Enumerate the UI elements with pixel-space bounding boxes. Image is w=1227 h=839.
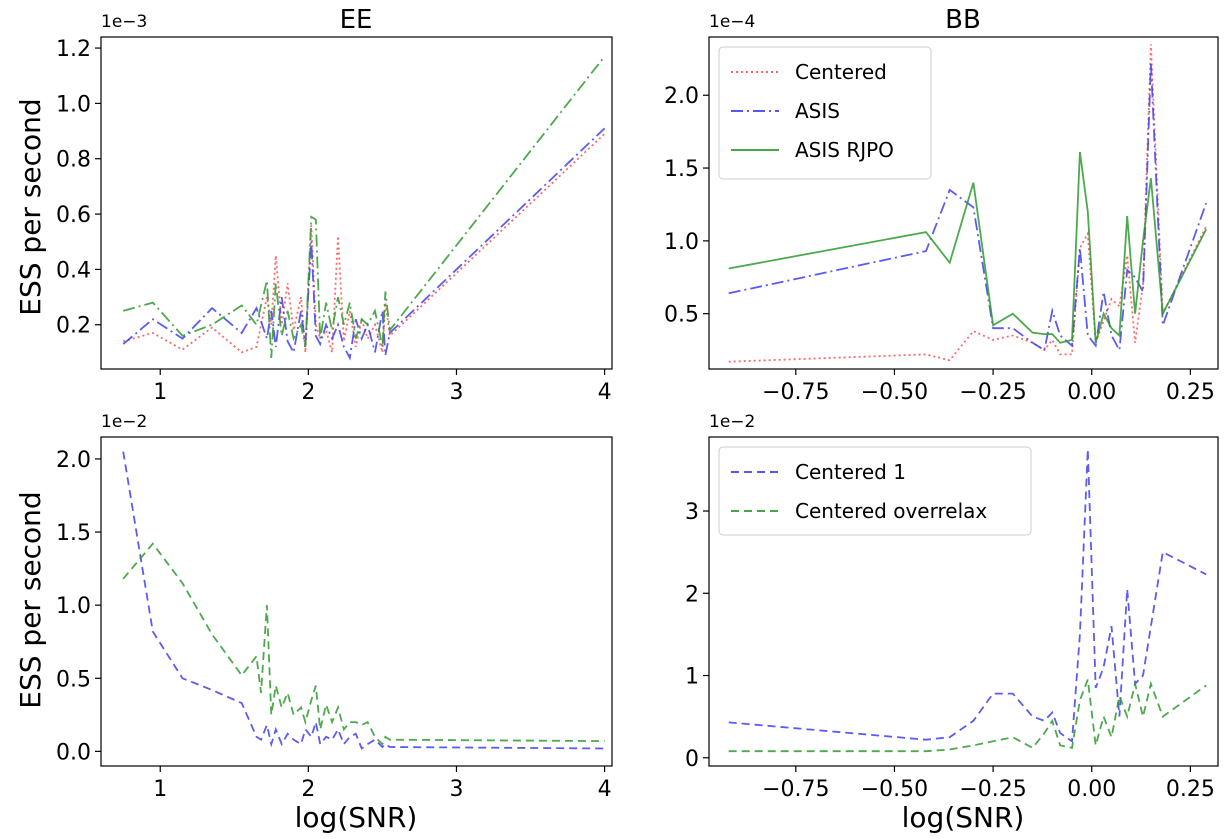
ee_bottom-ytick-label: 0.0 (56, 740, 91, 765)
bb_top-xtick-label: 0.00 (1067, 380, 1116, 405)
bb_top-ytick-label: 0.5 (664, 303, 699, 328)
ee_bottom-xtick-label: 3 (449, 777, 463, 802)
bb-top-multiplier: 1e−4 (709, 12, 755, 32)
ee_top-xtick-label: 3 (449, 380, 463, 405)
bb-bottom-legend: Centered 1 Centered overrelax (718, 446, 1032, 536)
ee_bottom-ytick-label: 2.0 (56, 448, 91, 473)
ee-bottom-subplot: 1e−2 ESS per second log(SNR) 1 2 3 4 0.0 0.5… (14, 412, 613, 834)
bb_top-ytick-label: 2.0 (664, 84, 699, 109)
ee_top-ytick-label: 0.8 (56, 148, 91, 173)
ee-top-axes-frame (100, 36, 613, 370)
ee-bottom-ylabel: ESS per second (14, 491, 47, 708)
ee_top-ytick-label: 0.4 (56, 258, 91, 283)
ee-bottom-xlabel: log(SNR) (295, 801, 418, 834)
ee_top-series-asis-line (122, 127, 606, 361)
bb_top-xtick-label: −0.75 (762, 380, 829, 405)
bb_bottom-series-centered-1-line (728, 449, 1207, 743)
ee_bottom-xtick-label: 2 (301, 777, 315, 802)
bb_top-ytick-label: 1.0 (664, 230, 699, 255)
bb_bottom-xtick-label: 0.00 (1067, 777, 1116, 802)
bb_bottom-ytick-label: 1 (685, 665, 699, 690)
bb_bottom-xtick-label: −0.25 (959, 777, 1026, 802)
ee_top-ytick-label: 1.0 (56, 92, 91, 117)
ee_bottom-ytick-label: 1.0 (56, 594, 91, 619)
bb-bottom-subplot: 1e−2 log(SNR) −0.75 −0.50 −0.25 0.00 0.25 0 1… (685, 412, 1219, 834)
ee_top-series-centered-line (122, 133, 606, 354)
bb_bottom-xtick-label: −0.75 (762, 777, 829, 802)
bb_bottom-xtick-label: 0.25 (1166, 777, 1215, 802)
ee_top-xtick-label: 4 (598, 380, 612, 405)
ee-top-multiplier: 1e−3 (101, 12, 147, 32)
bb_bottom-legend-label: Centered 1 (795, 460, 906, 484)
bb_bottom-ytick-label: 0 (685, 747, 699, 772)
bb_bottom-series-centered-overrelax-line (728, 679, 1207, 753)
ee_top-ytick-label: 0.2 (56, 314, 91, 339)
ee_bottom-series-0-line (122, 451, 605, 750)
ee-bottom-axes-frame (100, 436, 613, 767)
bb_top-legend-box (718, 46, 932, 180)
bb_top-xtick-label: −0.50 (861, 380, 928, 405)
ee-bottom-multiplier: 1e−2 (101, 412, 147, 432)
bb_top-ytick-label: 1.5 (664, 157, 699, 182)
bb_top-xtick-label: −0.25 (959, 380, 1026, 405)
ee_bottom-xtick-label: 4 (598, 777, 612, 802)
bb_bottom-legend-box (718, 446, 1032, 536)
bb_bottom-xtick-label: −0.50 (861, 777, 928, 802)
ee_top-xtick-label: 2 (301, 380, 315, 405)
ee-top-ylabel: ESS per second (14, 98, 47, 315)
bb_top-legend-label: Centered (795, 60, 887, 84)
ee_bottom-series-1-line (122, 542, 605, 746)
ee_top-xtick-label: 1 (153, 380, 167, 405)
ee_top-series-asis-rjpo-line (122, 55, 606, 358)
bb-top-subplot: BB 1e−4 −0.75 −0.50 −0.25 0.00 0.25 0.5 1.0 1.… (664, 5, 1219, 405)
bb_bottom-ytick-label: 2 (685, 582, 699, 607)
bb-bottom-axes-frame (708, 436, 1219, 767)
bb_top-legend-label: ASIS RJPO (795, 138, 894, 162)
bb-title: BB (945, 5, 981, 35)
bb-top-legend: Centered ASIS ASIS RJPO (718, 46, 932, 180)
bb_top-series-centered-line (728, 44, 1208, 363)
ee_bottom-ytick-label: 0.5 (56, 667, 91, 692)
ee_top-ytick-label: 1.2 (56, 37, 91, 62)
bb-top-axes-frame (708, 36, 1219, 370)
bb_top-series-asis-rjpo-line (728, 151, 1208, 344)
bb-bottom-xlabel: log(SNR) (902, 801, 1025, 834)
bb_top-legend-label: ASIS (795, 99, 840, 123)
bb_top-xtick-label: 0.25 (1166, 380, 1215, 405)
ee_top-ytick-label: 0.6 (56, 203, 91, 228)
bb_bottom-legend-label: Centered overrelax (795, 499, 987, 523)
ee_bottom-xtick-label: 1 (153, 777, 167, 802)
bb_bottom-ytick-label: 3 (685, 500, 699, 525)
ee_bottom-ytick-label: 1.5 (56, 521, 91, 546)
ee-title: EE (340, 5, 373, 35)
ee-top-subplot: EE 1e−3 ESS per second 1 2 3 4 0.2 0.4 0.6 0.8… (14, 5, 613, 405)
bb-bottom-multiplier: 1e−2 (709, 412, 755, 432)
